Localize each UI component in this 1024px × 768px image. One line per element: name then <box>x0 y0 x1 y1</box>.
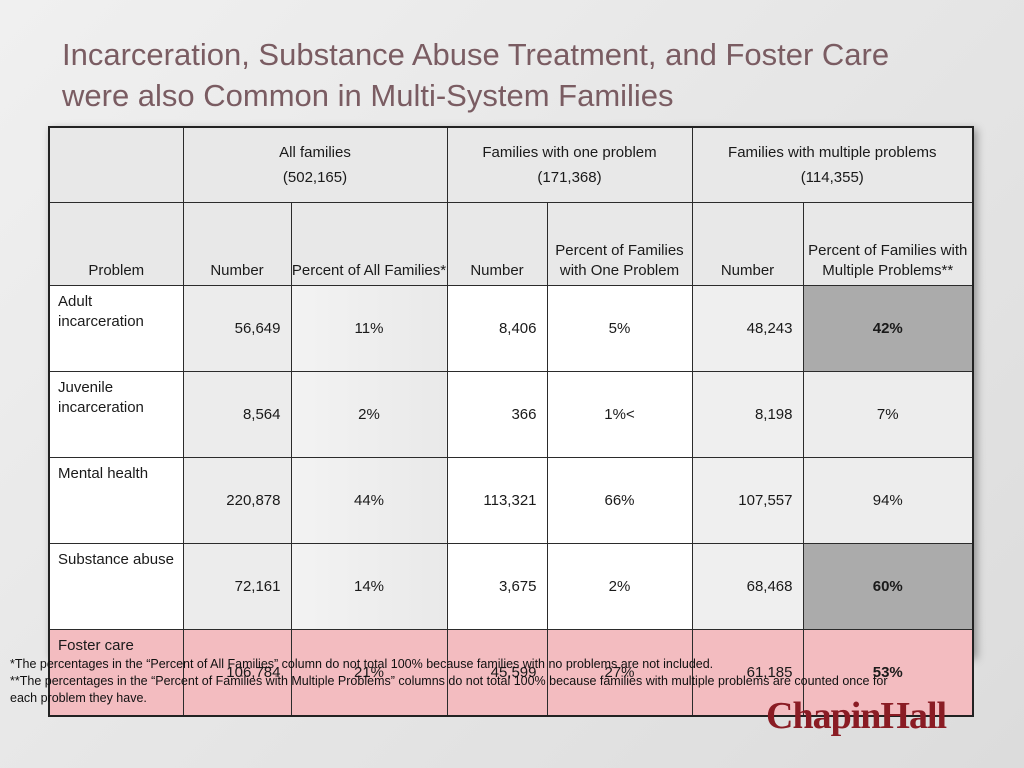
table-row: Mental health 220,878 44% 113,321 66% 10… <box>48 457 974 544</box>
cell-one-number: 366 <box>446 371 548 458</box>
table-row: Substance abuse 72,161 14% 3,675 2% 68,4… <box>48 543 974 630</box>
cell-mult-number: 48,243 <box>691 285 804 372</box>
column-header-mult-number: Number <box>691 202 804 286</box>
row-problem: Foster care <box>48 629 184 717</box>
group-count: (171,368) <box>537 169 602 186</box>
chapinhall-logo: ChapinHall <box>766 695 947 737</box>
cell-all-number: 220,878 <box>182 457 292 544</box>
cell-one-number: 8,406 <box>446 285 548 372</box>
cell-mult-number: 61,185 <box>691 629 804 717</box>
empty-corner-cell <box>48 126 184 203</box>
cell-mult-number: 68,468 <box>691 543 804 630</box>
footnote: **The percentages in the “Percent of Fam… <box>10 674 888 705</box>
group-header-row: All families (502,165) Families with one… <box>48 126 974 203</box>
group-name: All families <box>279 144 351 161</box>
row-problem: Adult incarceration <box>48 285 184 372</box>
cell-all-percent: 44% <box>290 457 448 544</box>
column-header-problem: Problem <box>48 202 184 286</box>
group-name: Families with one problem <box>482 144 657 161</box>
cell-all-number: 72,161 <box>182 543 292 630</box>
row-problem: Juvenile incarceration <box>48 371 184 458</box>
group-count: (502,165) <box>282 169 348 186</box>
cell-mult-percent: 7% <box>802 371 974 458</box>
cell-one-percent: 5% <box>546 285 693 372</box>
cell-mult-percent: 60% <box>802 543 974 630</box>
group-header-all-families: All families (502,165) <box>182 126 448 203</box>
group-header-multiple-problems: Families with multiple problems (114,355… <box>691 126 974 203</box>
cell-mult-number: 8,198 <box>691 371 804 458</box>
cell-all-percent: 2% <box>290 371 448 458</box>
table-row: Adult incarceration 56,649 11% 8,406 5% … <box>48 285 974 372</box>
cell-one-percent: 1%< <box>546 371 693 458</box>
column-header-mult-percent: Percent of Families with Multiple Proble… <box>802 202 974 286</box>
cell-all-percent: 11% <box>290 285 448 372</box>
table-row: Foster care 106,784 21% 45,599 27% 61,18… <box>48 629 974 717</box>
row-problem: Mental health <box>48 457 184 544</box>
row-problem: Substance abuse <box>48 543 184 630</box>
cell-one-percent: 66% <box>546 457 693 544</box>
cell-all-number: 8,564 <box>182 371 292 458</box>
cell-mult-percent: 42% <box>802 285 974 372</box>
cell-mult-percent: 53% <box>802 629 974 717</box>
column-header-row: Problem Number Percent of All Families* … <box>48 202 974 286</box>
cell-all-percent: 21% <box>290 629 448 717</box>
footnotes: *The percentages in the “Percent of All … <box>10 656 910 707</box>
cell-one-percent: 27% <box>546 629 693 717</box>
cell-mult-number: 107,557 <box>691 457 804 544</box>
cell-one-number: 3,675 <box>446 543 548 630</box>
cell-one-number: 113,321 <box>446 457 548 544</box>
cell-one-percent: 2% <box>546 543 693 630</box>
cell-all-percent: 14% <box>290 543 448 630</box>
column-header-one-percent: Percent of Families with One Problem <box>546 202 693 286</box>
group-name: Families with multiple problems <box>728 144 937 161</box>
data-table-container: All families (502,165) Families with one… <box>48 126 974 717</box>
footnote: *The percentages in the “Percent of All … <box>10 657 714 671</box>
column-header-all-number: Number <box>182 202 292 286</box>
column-header-all-percent: Percent of All Families* <box>290 202 448 286</box>
table-row: Juvenile incarceration 8,564 2% 366 1%< … <box>48 371 974 458</box>
group-header-one-problem: Families with one problem (171,368) <box>446 126 693 203</box>
cell-all-number: 56,649 <box>182 285 292 372</box>
group-count: (114,355) <box>800 169 864 186</box>
data-table: All families (502,165) Families with one… <box>48 126 974 717</box>
slide-title: Incarceration, Substance Abuse Treatment… <box>62 37 890 113</box>
cell-mult-percent: 94% <box>802 457 974 544</box>
column-header-one-number: Number <box>446 202 548 286</box>
